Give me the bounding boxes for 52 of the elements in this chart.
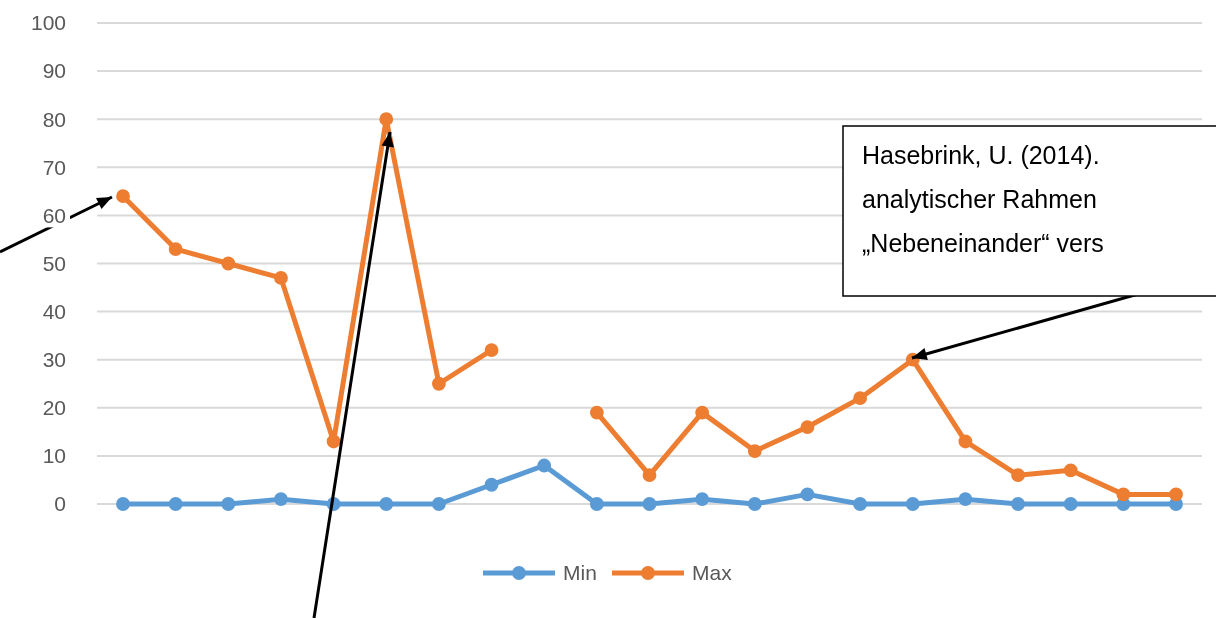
point xyxy=(1116,487,1131,502)
y-tick-label: 50 xyxy=(42,251,66,275)
point xyxy=(379,497,394,511)
point xyxy=(221,256,236,271)
y-tick-label: 30 xyxy=(42,348,66,372)
y-tick-label: 80 xyxy=(42,107,66,131)
point xyxy=(642,468,657,483)
point xyxy=(747,497,762,511)
point xyxy=(431,376,446,391)
text-box: Hasebrink, U. (2014). analytischer Rahmen „Nebeneinander“ vers xyxy=(842,125,1216,297)
point xyxy=(853,497,868,511)
y-tick-label: 40 xyxy=(42,299,66,323)
point xyxy=(589,497,604,511)
legend-label: Min xyxy=(563,561,597,585)
point xyxy=(326,434,341,449)
point xyxy=(1011,468,1025,483)
y-tick-label: 0 xyxy=(54,492,66,516)
point xyxy=(484,477,499,492)
point xyxy=(1063,497,1078,511)
annotation: Hasebrink, U. (2014). analytischer Rahmen „Nebeneinander“ vers xyxy=(862,141,1104,257)
point xyxy=(695,492,710,507)
point xyxy=(274,271,288,285)
point xyxy=(800,420,815,434)
y-tick-label: 10 xyxy=(42,444,66,468)
point xyxy=(642,497,657,511)
point xyxy=(800,487,815,502)
point xyxy=(1063,463,1078,478)
point xyxy=(1011,497,1025,511)
point xyxy=(116,497,130,511)
point xyxy=(589,405,604,420)
point xyxy=(747,444,762,458)
point xyxy=(484,343,499,357)
y-tick-label: 20 xyxy=(42,396,66,420)
y-tick-label: 90 xyxy=(42,59,66,83)
point xyxy=(168,242,183,256)
point xyxy=(116,189,130,204)
point xyxy=(274,492,288,507)
point xyxy=(431,497,446,511)
y-tick-label: 60 xyxy=(42,203,66,227)
point xyxy=(537,458,552,473)
point xyxy=(379,112,394,127)
point xyxy=(958,492,973,507)
point xyxy=(853,391,868,406)
point xyxy=(695,405,710,420)
point xyxy=(1169,487,1183,502)
y-tick-label: 100 xyxy=(30,11,66,35)
point xyxy=(221,497,236,511)
legend-label: Max xyxy=(692,561,733,585)
point xyxy=(958,434,973,449)
y-tick-label: 70 xyxy=(42,155,66,179)
point xyxy=(168,497,183,511)
point xyxy=(905,497,920,511)
